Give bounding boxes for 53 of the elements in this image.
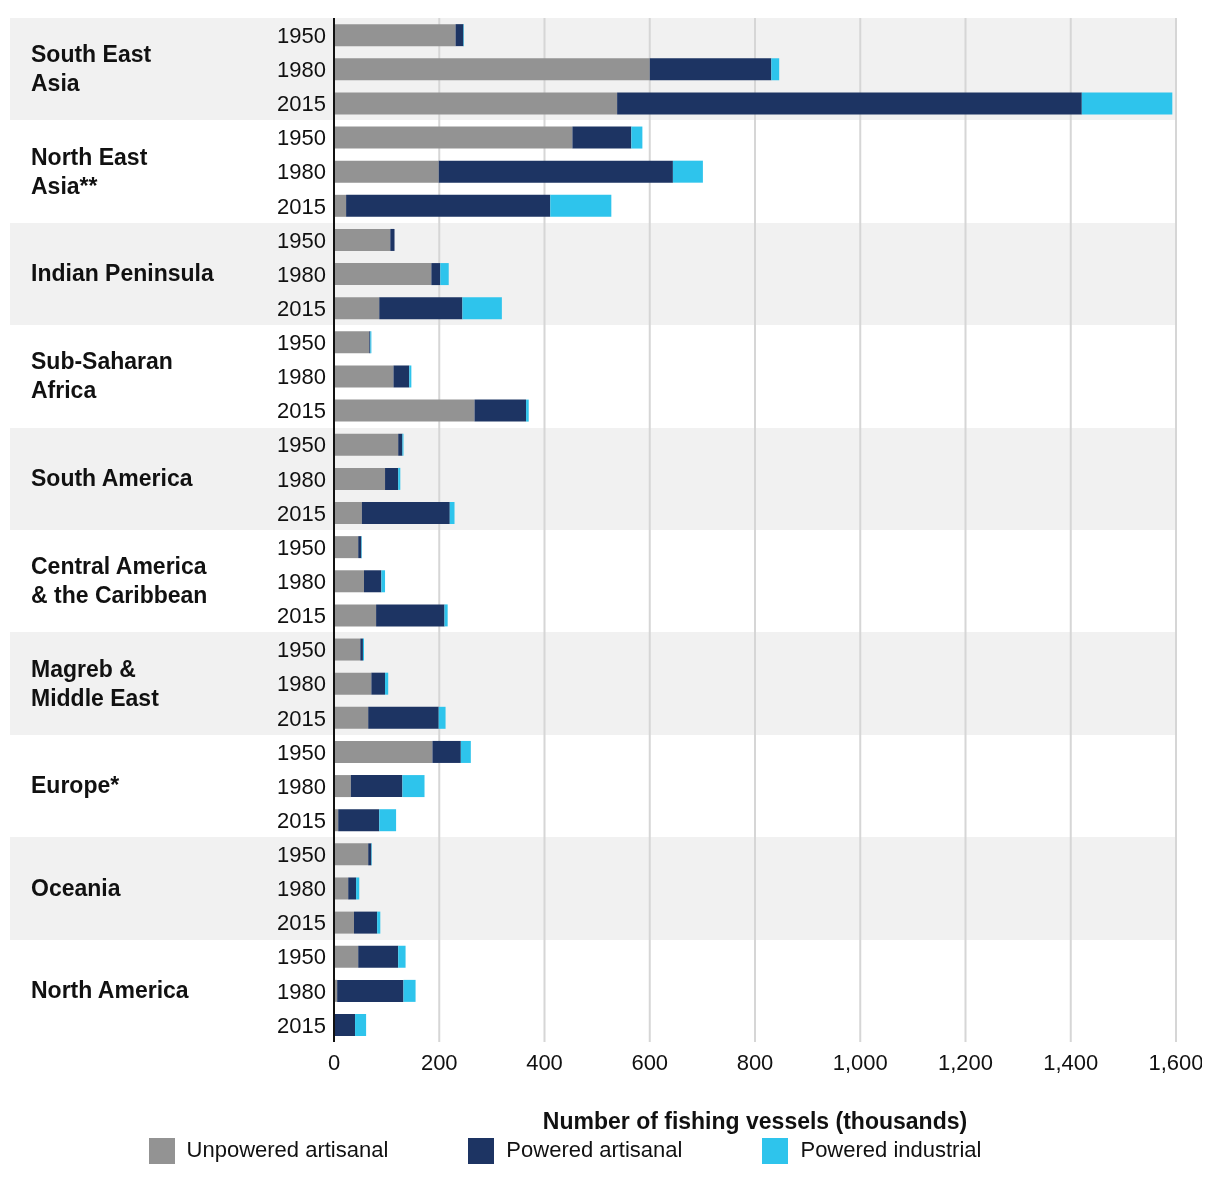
y-tick-label: 1950 (277, 842, 326, 868)
text: Oceania (31, 873, 121, 903)
y-tick-label: 2015 (277, 398, 326, 424)
text: South America (31, 464, 193, 494)
y-tick-label: 2015 (277, 295, 326, 321)
x-tick-label: 400 (526, 1049, 563, 1075)
y-tick-label: 1950 (277, 534, 326, 560)
text: North America (31, 976, 189, 1006)
y-tick-label: 1950 (277, 125, 326, 151)
x-tick-label: 0 (327, 1049, 341, 1075)
y-tick-label: 2015 (277, 500, 326, 526)
text: North East Asia** (31, 142, 148, 201)
legend-label: Powered industrial (800, 1137, 982, 1162)
text: Europe* (31, 771, 120, 801)
y-tick-label: 1950 (277, 22, 326, 48)
y-tick-label: 1980 (277, 671, 326, 697)
text: Central America & the Caribbean (31, 552, 208, 611)
y-tick-label: 1950 (277, 432, 326, 458)
y-tick-label: 1980 (277, 569, 326, 595)
y-tick-label: 1980 (277, 57, 326, 83)
x-tick-label: 800 (736, 1049, 774, 1075)
x-tick-label: 1,200 (937, 1049, 994, 1075)
y-tick-label: 2015 (277, 1012, 326, 1038)
y-tick-label: 2015 (277, 705, 326, 731)
y-tick-label: 2015 (277, 910, 326, 936)
y-tick-label: 2015 (277, 807, 326, 833)
text: Magreb & Middle East (31, 654, 159, 713)
y-tick-label: 1950 (277, 944, 326, 970)
y-tick-label: 1980 (277, 466, 326, 492)
x-tick-label: 200 (420, 1049, 458, 1075)
y-tick-label: 1980 (277, 261, 326, 287)
x-tick-label: 1,400 (1043, 1049, 1099, 1075)
y-tick-label: 1980 (277, 364, 326, 390)
text: Sub-Saharan Africa (31, 347, 173, 406)
x-tick-label: 1,600 (1148, 1049, 1204, 1075)
y-tick-label: 2015 (277, 193, 326, 219)
x-tick-label: 600 (631, 1049, 669, 1075)
y-tick-label: 1980 (277, 159, 326, 185)
x-axis-title: Number of fishing vessels (thousands) (542, 1108, 968, 1134)
text: South East Asia (31, 40, 152, 99)
y-tick-label: 1980 (277, 978, 326, 1004)
y-tick-label: 2015 (277, 603, 326, 629)
x-tick-label: 1,000 (832, 1049, 888, 1075)
legend-label: Unpowered artisanal (186, 1137, 389, 1162)
y-tick-label: 1950 (277, 739, 326, 765)
y-tick-label: 2015 (277, 91, 326, 117)
y-tick-label: 1980 (277, 876, 326, 902)
y-tick-label: 1950 (277, 227, 326, 253)
y-tick-label: 1980 (277, 773, 326, 799)
text: Indian Peninsula (31, 259, 214, 289)
y-tick-label: 1950 (277, 637, 326, 663)
y-tick-label: 1950 (277, 330, 326, 356)
legend-label: Powered artisanal (506, 1137, 683, 1162)
